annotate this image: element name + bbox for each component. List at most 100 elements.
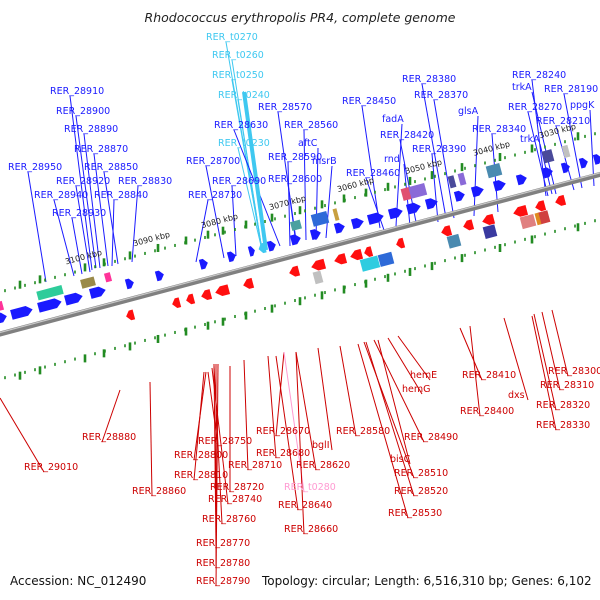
callout-line: [195, 199, 209, 263]
forward-gene-label: RER_28900: [56, 106, 110, 117]
forward-gene-label: rnd: [384, 154, 400, 165]
callout-line: [267, 355, 277, 459]
major-tick: [320, 200, 324, 209]
major-tick: [530, 235, 534, 244]
minor-tick: [254, 222, 256, 226]
callout-line: [237, 147, 263, 251]
forward-gene-label: RER_28870: [74, 144, 128, 155]
callout-line: [287, 183, 297, 245]
genome-backbone: [0, 171, 600, 337]
minor-tick: [554, 229, 556, 233]
callout-line: [357, 343, 409, 519]
major-tick: [83, 354, 87, 363]
forward-gene-label: RER_28630: [214, 120, 268, 131]
major-tick: [128, 251, 132, 260]
reverse-gene-arrow: [555, 194, 567, 206]
minor-tick: [424, 264, 426, 268]
minor-tick: [294, 212, 296, 216]
callout-line: [421, 83, 447, 219]
minor-tick: [494, 158, 496, 162]
forward-gene-label: RER_28920: [56, 176, 110, 187]
forward-gene-label: RER_28950: [8, 162, 62, 173]
reverse-gene-label: RER_28740: [208, 494, 262, 505]
reverse-gene-arrow: [186, 293, 196, 305]
feature-box: [377, 251, 395, 267]
callout-line: [365, 341, 415, 497]
minor-tick: [284, 214, 286, 218]
minor-tick: [594, 132, 596, 136]
minor-tick: [474, 164, 476, 168]
forward-gene-arrow: [266, 240, 276, 252]
minor-tick: [334, 288, 336, 292]
reverse-gene-arrow: [364, 246, 374, 257]
callout-line: [213, 365, 223, 525]
major-tick: [342, 194, 346, 203]
minor-tick: [214, 233, 216, 237]
minor-tick: [444, 259, 446, 263]
feature-box: [359, 255, 381, 272]
reverse-gene-label: RER_28680: [256, 448, 310, 459]
major-tick: [430, 171, 434, 180]
minor-tick: [274, 304, 276, 308]
trna-cluster-line: [242, 91, 268, 251]
minor-tick: [64, 360, 66, 364]
major-tick: [498, 153, 502, 161]
callout-line: [551, 309, 569, 377]
reverse-gene-label: RER_28580: [336, 426, 390, 437]
feature-box: [482, 224, 498, 240]
major-tick: [244, 220, 248, 229]
reverse-gene-arrow: [243, 277, 255, 289]
minor-tick: [474, 251, 476, 255]
major-tick: [576, 132, 580, 141]
minor-tick: [384, 188, 386, 192]
forward-gene-arrow: [492, 180, 506, 192]
minor-tick: [194, 325, 196, 329]
feature-box: [447, 175, 457, 189]
minor-tick: [284, 301, 286, 305]
callout-line: [275, 355, 299, 511]
forward-gene-label: RER_28240: [512, 70, 566, 81]
minor-tick: [374, 277, 376, 281]
reverse-gene-label: RER_28800: [174, 450, 228, 461]
minor-tick: [44, 365, 46, 369]
minor-tick: [114, 346, 116, 350]
forward-gene-arrow: [350, 217, 364, 230]
forward-gene-label: RER_28450: [342, 96, 396, 107]
major-tick: [244, 311, 248, 320]
major-tick: [156, 243, 160, 252]
minor-tick: [64, 273, 66, 277]
forward-gene-label: RER_28940: [34, 190, 88, 201]
minor-tick: [464, 253, 466, 257]
reverse-gene-label: RER_28490: [404, 432, 458, 443]
reverse-gene-label: RER_28720: [210, 482, 264, 493]
minor-tick: [94, 352, 96, 356]
major-tick: [206, 230, 210, 239]
minor-tick: [444, 172, 446, 176]
reverse-gene-arrow: [350, 248, 364, 261]
forward-gene-label: RER_28210: [536, 116, 590, 127]
callout-line: [193, 371, 205, 481]
forward-gene-arrow: [560, 162, 570, 174]
trna-forward-arrow: [258, 242, 267, 254]
minor-tick: [454, 169, 456, 173]
topology-text: Topology: circular; Length: 6,516,310 bp…: [262, 574, 592, 588]
forward-gene-arrow: [387, 207, 403, 220]
reverse-gene-label: RER_28770: [196, 538, 250, 549]
minor-tick: [314, 206, 316, 210]
forward-gene-arrow: [247, 246, 255, 257]
callout-line: [555, 125, 575, 191]
kbp-tick-label: 3050 kbp: [404, 158, 443, 176]
forward-gene-label: RER_28340: [472, 124, 526, 135]
forward-gene-arrow: [64, 292, 83, 306]
forward-tick-row: [4, 132, 596, 293]
reverse-gene-label: bisC: [390, 454, 411, 465]
callout-line: [75, 115, 97, 269]
minor-tick: [494, 245, 496, 249]
minor-tick: [544, 232, 546, 236]
feature-box: [534, 212, 542, 226]
callout-line: [387, 337, 423, 395]
minor-tick: [454, 256, 456, 260]
callout-line: [75, 185, 91, 273]
minor-tick: [234, 227, 236, 231]
feature-box: [310, 211, 330, 227]
